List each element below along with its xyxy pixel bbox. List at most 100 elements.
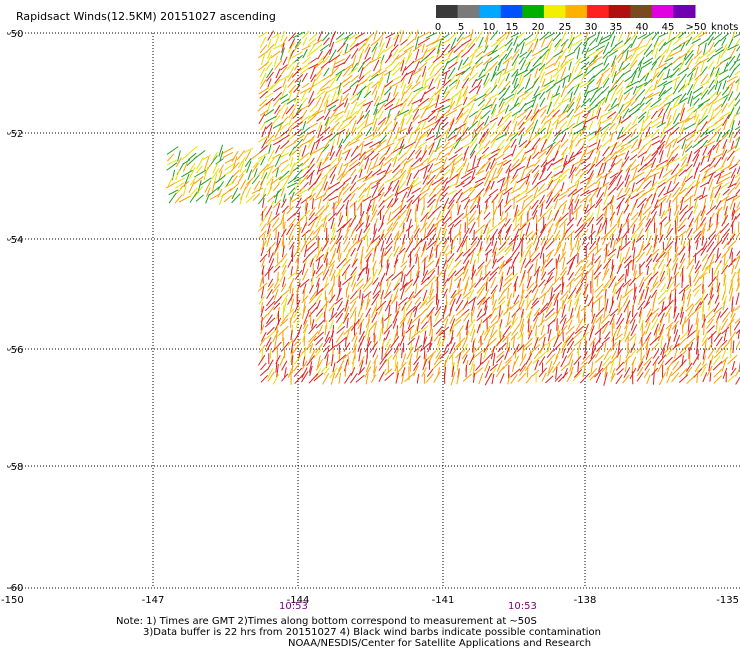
wind-barb	[525, 121, 535, 133]
wind-barb	[602, 138, 612, 148]
wind-barb	[691, 306, 702, 316]
wind-barb	[596, 101, 602, 115]
wind-barb	[664, 219, 672, 227]
wind-barb	[299, 115, 311, 124]
wind-barb	[304, 202, 308, 216]
wind-barb	[273, 55, 278, 67]
wind-barb	[524, 86, 534, 93]
wind-barb	[305, 242, 316, 252]
wind-barb	[573, 111, 584, 118]
wind-barb	[693, 184, 699, 197]
wind-barb	[484, 195, 492, 204]
wind-barb	[351, 48, 359, 59]
wind-barb	[275, 144, 281, 154]
wind-barb	[401, 367, 406, 377]
wind-barb	[712, 361, 723, 371]
wind-barb	[656, 164, 668, 171]
wind-barb	[735, 292, 740, 305]
wind-barb	[607, 140, 620, 150]
wind-barb	[415, 74, 421, 84]
wind-barb	[427, 210, 436, 220]
wind-barb	[581, 105, 591, 113]
wind-barb	[476, 103, 485, 114]
wind-barb	[530, 109, 540, 121]
wind-barb	[451, 366, 455, 377]
wind-barb	[561, 93, 568, 102]
wind-barb	[279, 93, 289, 100]
wind-barb	[365, 373, 369, 385]
wind-barb	[734, 256, 740, 270]
wind-barb	[379, 353, 388, 365]
wind-barb	[384, 103, 394, 111]
wind-barb	[260, 331, 267, 342]
wind-barb	[669, 126, 680, 136]
wind-barb	[635, 271, 644, 280]
wind-barb	[446, 173, 459, 184]
wind-barb	[567, 151, 575, 164]
wind-barb	[336, 72, 343, 82]
wind-barb	[629, 312, 638, 324]
wind-barb	[556, 318, 558, 331]
wind-barb	[365, 257, 370, 270]
wind-barb	[356, 120, 366, 130]
wind-barb	[266, 314, 273, 325]
wind-barb	[379, 296, 383, 307]
wind-barb	[546, 38, 554, 49]
wind-barb	[630, 319, 636, 331]
wind-barb	[684, 77, 694, 89]
wind-barb	[566, 254, 578, 265]
wind-barb	[505, 192, 510, 204]
wind-barb	[676, 215, 679, 227]
wind-barb	[727, 354, 738, 365]
wind-barb	[472, 340, 475, 353]
wind-barb	[281, 84, 287, 98]
wind-barb	[469, 198, 477, 209]
wind-barb	[521, 244, 523, 258]
wind-barb	[476, 85, 481, 95]
wind-barb	[686, 288, 692, 300]
wind-barb	[348, 159, 358, 168]
wind-barb	[455, 70, 466, 77]
wind-barb	[688, 245, 691, 258]
wind-barb	[723, 274, 727, 287]
wind-barb	[505, 163, 512, 174]
wind-barb	[274, 154, 282, 167]
wind-barb	[490, 325, 495, 338]
wind-barb	[664, 102, 671, 113]
wind-barb	[274, 74, 282, 84]
wind-barb	[425, 135, 436, 142]
wind-barb	[421, 71, 427, 86]
wind-barb	[441, 177, 449, 185]
wind-barb	[442, 259, 447, 270]
wind-barb	[483, 170, 490, 181]
wind-barb	[651, 193, 657, 205]
wind-barb	[609, 175, 617, 186]
wind-barb	[489, 320, 499, 329]
wind-barb	[315, 277, 320, 288]
wind-barb	[677, 337, 687, 347]
wind-barb	[371, 204, 377, 216]
wind-barb	[583, 242, 590, 251]
wind-barb	[545, 84, 556, 93]
wind-barb	[616, 263, 622, 275]
wind-barb	[692, 139, 704, 149]
wind-barb	[663, 175, 675, 185]
wind-barb	[481, 353, 492, 365]
wind-barb	[423, 266, 426, 276]
wind-barb	[618, 32, 623, 42]
wind-barb	[294, 186, 305, 196]
wind-barb	[545, 171, 553, 180]
wind-barb	[260, 120, 267, 131]
wind-barb	[247, 169, 253, 181]
wind-barb	[673, 299, 677, 313]
wind-barb	[671, 76, 681, 82]
wind-barb	[265, 341, 272, 352]
wind-barb	[623, 37, 631, 45]
wind-barb	[722, 139, 728, 149]
wind-barb	[520, 168, 526, 182]
wind-barb	[456, 325, 464, 337]
wind-barb	[427, 342, 433, 353]
wind-barb	[413, 60, 420, 74]
wind-barb	[291, 194, 302, 203]
wind-barb	[401, 83, 407, 96]
